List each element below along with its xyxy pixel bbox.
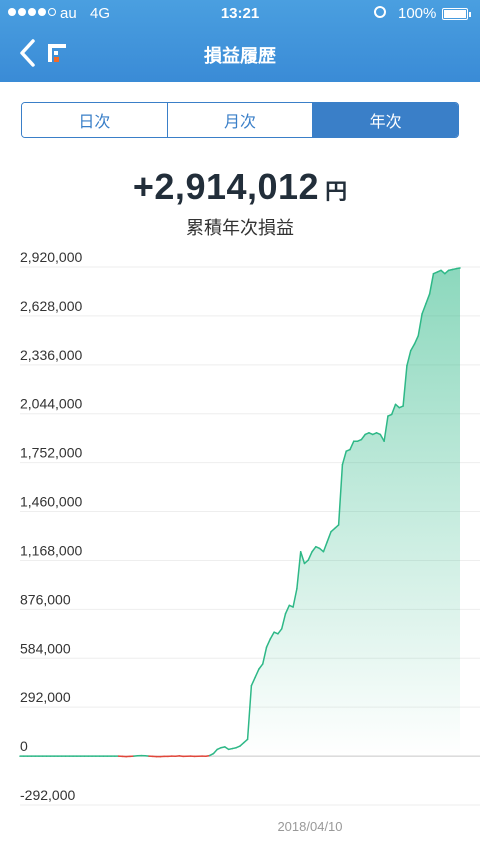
series-line-segment bbox=[246, 684, 253, 741]
series-line-segment bbox=[239, 741, 245, 747]
status-time: 13:21 bbox=[220, 5, 260, 22]
y-tick-label: 292,000 bbox=[20, 689, 71, 705]
carrier-label: au bbox=[60, 5, 77, 22]
cumulative-total: +2,914,012 円 bbox=[0, 166, 480, 208]
series-line-segment bbox=[440, 269, 446, 275]
series-line-segment bbox=[379, 433, 385, 442]
series-line-segment bbox=[360, 433, 366, 441]
profit-lines bbox=[19, 267, 461, 758]
y-tick-label: 2,336,000 bbox=[20, 347, 82, 363]
series-line-segment bbox=[455, 267, 461, 270]
status-bar: au 4G 13:21 100% bbox=[0, 0, 480, 28]
series-line-segment bbox=[280, 612, 287, 630]
series-line-segment bbox=[406, 349, 412, 367]
series-line-segment bbox=[417, 313, 423, 337]
series-line-segment bbox=[425, 293, 431, 305]
profit-loss-chart[interactable]: 2,920,000 2,628,000 2,336,000 2,044,000 1,75… bbox=[0, 250, 480, 854]
series-line-segment bbox=[254, 668, 260, 679]
alarm-clock-icon bbox=[374, 6, 386, 18]
series-line-segment bbox=[337, 463, 344, 526]
y-tick-label: 1,460,000 bbox=[20, 494, 82, 510]
series-line-segment bbox=[326, 530, 332, 543]
y-tick-label: 1,168,000 bbox=[20, 542, 82, 558]
total-label: 累積年次損益 bbox=[186, 218, 294, 238]
series-line-segment bbox=[258, 663, 264, 670]
series-line-segment bbox=[409, 343, 416, 352]
series-line-segment bbox=[402, 365, 408, 407]
series-line-segment bbox=[421, 303, 427, 315]
y-tick-label: 2,044,000 bbox=[20, 396, 82, 412]
series-line-segment bbox=[250, 676, 256, 687]
series-line-segment bbox=[277, 628, 283, 635]
profit-area bbox=[20, 268, 460, 757]
series-line-segment bbox=[296, 550, 302, 590]
series-line-segment bbox=[303, 559, 310, 565]
series-line-segment bbox=[334, 524, 340, 530]
y-tick-label: 2,920,000 bbox=[20, 250, 82, 265]
x-axis-label: 2018/04/10 bbox=[277, 819, 342, 834]
total-unit: 円 bbox=[325, 179, 348, 204]
y-tick-label: -292,000 bbox=[20, 787, 75, 803]
series-line-segment bbox=[265, 638, 272, 648]
battery-percent: 100% bbox=[398, 5, 437, 22]
series-line-segment bbox=[330, 527, 336, 533]
series-line-segment bbox=[307, 550, 313, 561]
app-header: au 4G 13:21 100% 損益履歴 bbox=[0, 0, 480, 82]
series-line-segment bbox=[322, 540, 328, 553]
series-line-segment bbox=[243, 738, 249, 744]
series-line-segment bbox=[349, 440, 355, 451]
tab-yearly[interactable]: 年次 bbox=[313, 103, 458, 137]
series-line-segment bbox=[311, 545, 317, 553]
chevron-left-icon[interactable] bbox=[14, 36, 42, 70]
series-line-segment bbox=[383, 415, 389, 442]
battery-tip bbox=[469, 12, 471, 17]
tab-daily[interactable]: 日次 bbox=[22, 103, 168, 137]
series-line-segment bbox=[262, 646, 268, 665]
series-line-segment bbox=[413, 334, 420, 345]
y-tick-label: 0 bbox=[20, 738, 28, 754]
series-line-segment bbox=[428, 272, 435, 295]
y-tick-label: 876,000 bbox=[20, 591, 71, 607]
series-line-segment bbox=[394, 403, 401, 409]
period-tabs: 日次 月次 年次 bbox=[21, 102, 459, 138]
app-logo-icon bbox=[48, 44, 66, 62]
series-line-segment bbox=[299, 550, 306, 565]
series-line-segment bbox=[212, 748, 218, 755]
series-line-segment bbox=[292, 587, 298, 608]
total-value: +2,914,012 bbox=[132, 166, 320, 207]
series-line-segment bbox=[224, 746, 230, 751]
series-line-segment bbox=[269, 631, 275, 640]
network-label: 4G bbox=[90, 5, 111, 22]
series-line-segment bbox=[284, 604, 291, 615]
battery-icon bbox=[442, 8, 468, 20]
y-tick-label: 584,000 bbox=[20, 640, 71, 656]
y-tick-label: 2,628,000 bbox=[20, 298, 82, 314]
series-line-segment bbox=[390, 403, 397, 416]
y-axis-labels: 2,920,000 2,628,000 2,336,000 2,044,000 1,75… bbox=[20, 250, 82, 803]
series-line-segment bbox=[318, 547, 325, 553]
page-title: 損益履歴 bbox=[204, 46, 276, 66]
series-line-segment bbox=[341, 450, 347, 466]
tab-monthly[interactable]: 月次 bbox=[167, 103, 314, 137]
y-tick-label: 1,752,000 bbox=[20, 445, 82, 461]
series-line-segment bbox=[444, 269, 450, 275]
signal-strength-icon bbox=[8, 8, 56, 16]
